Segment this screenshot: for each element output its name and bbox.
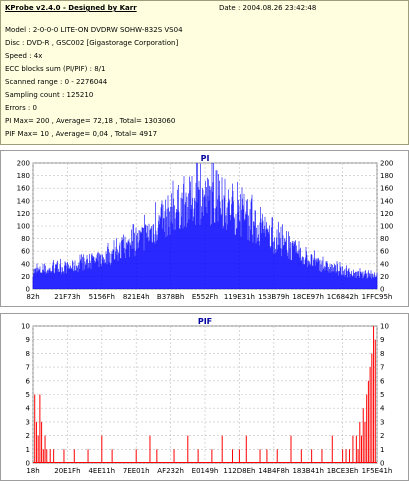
pif-ytick-left: 6 bbox=[26, 377, 31, 385]
pif-ytick-left: 0 bbox=[26, 460, 30, 468]
pi-ytick-right: 140 bbox=[380, 197, 393, 205]
pi-xtick-label: 153B79h bbox=[258, 293, 290, 301]
pi-ytick-left: 40 bbox=[21, 260, 30, 268]
pif-xtick-label: 18h bbox=[26, 467, 39, 475]
pif-ytick-left: 8 bbox=[26, 350, 30, 358]
pif-ytick-right: 6 bbox=[380, 377, 385, 385]
pi-ytick-left: 80 bbox=[21, 235, 30, 243]
pi-ytick-right: 20 bbox=[380, 273, 389, 281]
pi-ytick-right: 120 bbox=[380, 210, 393, 218]
pi-chart: 0 0 20 20 40 40 60 60 80 80 100 100 120 120 140 140 160 1… bbox=[17, 154, 394, 301]
pi-ytick-left: 0 bbox=[26, 286, 30, 294]
pif-ytick-left: 9 bbox=[26, 336, 30, 344]
report-title: KProbe v2.4.0 - Designed by Karr bbox=[5, 4, 137, 12]
info-line-speed: Speed : 4x bbox=[5, 52, 43, 60]
pi-ytick-right: 60 bbox=[380, 248, 389, 256]
pif-ytick-right: 3 bbox=[380, 418, 384, 426]
pi-ytick-left: 20 bbox=[21, 273, 30, 281]
pif-series bbox=[33, 326, 377, 463]
pif-xtick-label: 1BCE3Eh bbox=[327, 467, 359, 475]
pif-ytick-right: 8 bbox=[380, 350, 384, 358]
pi-xtick-label: B378Bh bbox=[157, 293, 184, 301]
pi-ytick-right: 180 bbox=[380, 172, 393, 180]
pif-chart: 0 0 1 1 2 2 3 3 4 4 5 5 6 6 7 7 8 8 9 9 10 10 18h 20E1Fh 4EE11h 7… bbox=[21, 317, 393, 475]
pif-chart-title: PIF bbox=[198, 317, 212, 326]
pi-xtick-label: 1FFC95h bbox=[362, 293, 393, 301]
pi-ytick-right: 40 bbox=[380, 260, 389, 268]
pif-xtick-label: E0149h bbox=[192, 467, 219, 475]
pi-ytick-left: 200 bbox=[17, 160, 30, 168]
info-line-sampling: Sampling count : 125210 bbox=[5, 91, 94, 99]
pif-chart-panel: 0 0 1 1 2 2 3 3 4 4 5 5 6 6 7 7 8 8 9 9 10 10 18h 20E1Fh 4EE11h 7… bbox=[0, 313, 409, 481]
pi-ytick-right: 80 bbox=[380, 235, 389, 243]
pif-xtick-label: 14B4F8h bbox=[258, 467, 289, 475]
pif-ytick-right: 1 bbox=[380, 446, 384, 454]
pif-ytick-left: 10 bbox=[21, 323, 30, 331]
pif-ytick-right: 4 bbox=[380, 405, 385, 413]
pi-ytick-right: 200 bbox=[380, 160, 393, 168]
pi-xtick-label: 119E31h bbox=[224, 293, 255, 301]
pif-xtick-label: 1F5E41h bbox=[362, 467, 393, 475]
pif-ytick-right: 2 bbox=[380, 432, 384, 440]
pi-ytick-left: 60 bbox=[21, 248, 30, 256]
pif-ytick-right: 7 bbox=[380, 364, 384, 372]
pif-ytick-right: 5 bbox=[380, 391, 384, 399]
pif-ytick-right: 9 bbox=[380, 336, 384, 344]
info-line-disc: Disc : DVD-R , GSC002 [Gigastorage Corpo… bbox=[5, 39, 179, 47]
pi-ytick-left: 180 bbox=[17, 172, 30, 180]
pi-chart-panel: 0 0 20 20 40 40 60 60 80 80 100 100 120 120 140 140 160 1… bbox=[0, 150, 409, 307]
pif-ytick-right: 10 bbox=[380, 323, 389, 331]
info-line-model: Model : 2-0-0-0 LITE-ON DVDRW SOHW-832S … bbox=[5, 26, 183, 34]
pi-xtick-label: 821E4h bbox=[123, 293, 150, 301]
pif-xtick-label: 20E1Fh bbox=[54, 467, 80, 475]
pi-ytick-left: 100 bbox=[17, 223, 30, 231]
pif-ytick-right: 0 bbox=[380, 460, 384, 468]
report-info-panel: KProbe v2.4.0 - Designed by Karr Date : … bbox=[0, 0, 409, 145]
pi-xtick-label: 18CE97h bbox=[292, 293, 324, 301]
pi-ytick-right: 100 bbox=[380, 223, 393, 231]
pi-xtick-label: 21F73h bbox=[54, 293, 80, 301]
pif-ytick-left: 3 bbox=[26, 418, 30, 426]
report-date: Date : 2004.08.26 23:42:48 bbox=[219, 4, 317, 12]
info-line-ecc: ECC blocks sum (PI/PIF) : 8/1 bbox=[5, 65, 106, 73]
pif-ytick-left: 4 bbox=[26, 405, 31, 413]
pi-xtick-label: 82h bbox=[26, 293, 39, 301]
pi-ytick-right: 160 bbox=[380, 185, 393, 193]
pi-ytick-left: 120 bbox=[17, 210, 30, 218]
pif-ytick-left: 7 bbox=[26, 364, 30, 372]
pi-chart-title: PI bbox=[201, 154, 210, 163]
pi-series bbox=[32, 163, 378, 289]
info-line-pif-stats: PIF Max= 10 , Average= 0,04 , Total= 491… bbox=[5, 130, 158, 138]
pi-xtick-label: 5156Fh bbox=[89, 293, 115, 301]
pi-ytick-left: 160 bbox=[17, 185, 30, 193]
pi-xtick-label: 1C6842h bbox=[327, 293, 359, 301]
pi-xtick-label: E552Fh bbox=[192, 293, 218, 301]
pif-xtick-label: 112D8Eh bbox=[223, 467, 255, 475]
pif-xtick-label: AF232h bbox=[157, 467, 184, 475]
pi-ytick-left: 140 bbox=[17, 197, 30, 205]
info-line-pi-stats: PI Max= 200 , Average= 72,18 , Total= 13… bbox=[5, 117, 176, 125]
pif-xtick-label: 4EE11h bbox=[88, 467, 115, 475]
pif-xtick-label: 183B41h bbox=[292, 467, 324, 475]
info-line-range: Scanned range : 0 - 2276044 bbox=[5, 78, 108, 86]
pif-ytick-left: 1 bbox=[26, 446, 30, 454]
pif-xtick-label: 7EE01h bbox=[123, 467, 150, 475]
pif-ytick-left: 5 bbox=[26, 391, 30, 399]
info-line-errors: Errors : 0 bbox=[5, 104, 37, 112]
pif-ytick-left: 2 bbox=[26, 432, 30, 440]
pi-ytick-right: 0 bbox=[380, 286, 384, 294]
